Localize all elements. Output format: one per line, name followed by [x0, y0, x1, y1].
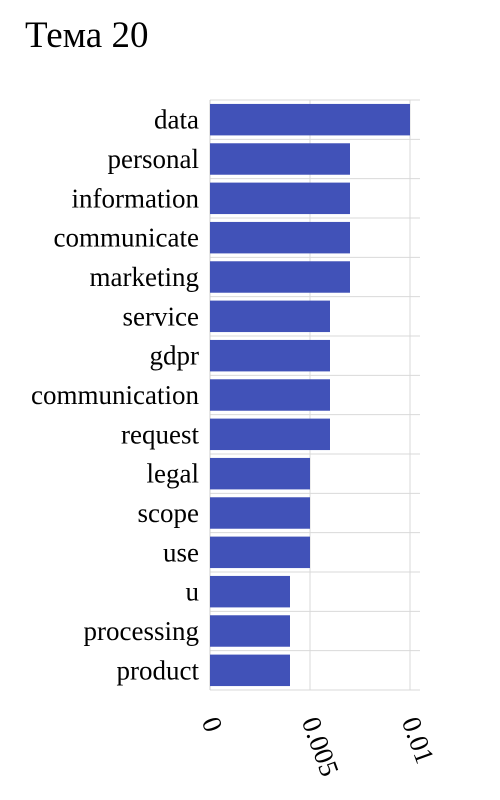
category-label: u [186, 577, 200, 607]
bar [210, 575, 290, 608]
bar [210, 300, 330, 333]
x-tick-label: 0.005 [296, 713, 345, 780]
category-label: service [123, 301, 199, 331]
bar [210, 418, 330, 451]
bar [210, 379, 330, 411]
bar [210, 339, 330, 372]
category-label: legal [147, 459, 199, 489]
category-label: product [117, 655, 200, 685]
bar [210, 615, 290, 647]
category-label: personal [108, 144, 199, 174]
chart-title: Тема 20 [25, 15, 149, 56]
bar [210, 536, 310, 569]
x-tick-label: 0.01 [396, 713, 440, 768]
bar [210, 654, 290, 687]
bar [210, 103, 410, 136]
bar [210, 143, 350, 175]
category-label: gdpr [150, 341, 200, 371]
category-label: request [121, 419, 199, 449]
x-tick-label: 0 [196, 713, 229, 736]
bar [210, 457, 310, 490]
category-label: data [154, 105, 199, 135]
bar [210, 182, 350, 215]
category-label: communication [31, 380, 199, 410]
category-label: use [163, 537, 199, 567]
category-label: marketing [90, 262, 199, 292]
category-label: processing [84, 616, 199, 646]
bar [210, 497, 310, 529]
category-label: communicate [54, 223, 199, 253]
bar [210, 261, 350, 293]
bar [210, 221, 350, 254]
category-label: scope [138, 498, 199, 528]
category-label: information [72, 183, 200, 213]
